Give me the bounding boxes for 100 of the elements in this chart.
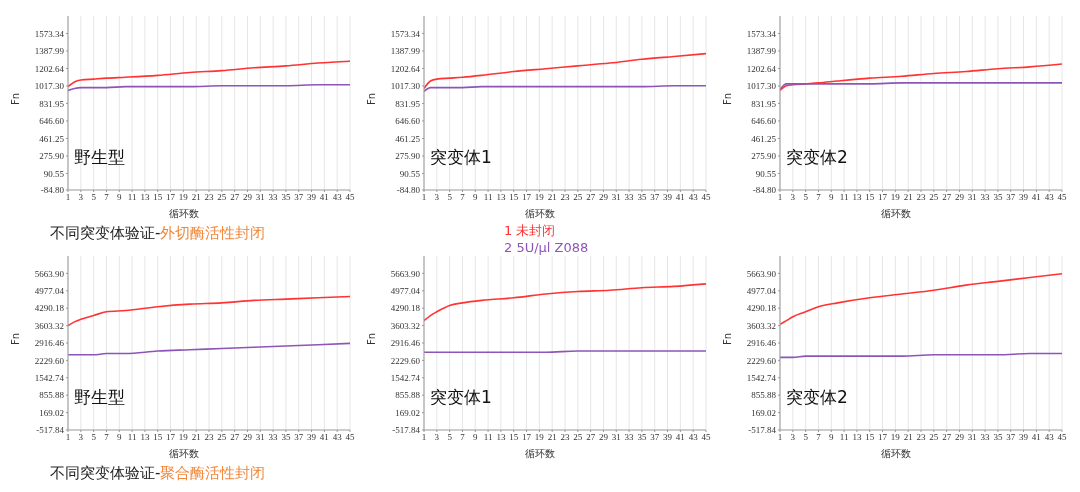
y-tick-label: 1202.64 bbox=[746, 63, 777, 74]
x-tick-label: 11 bbox=[127, 432, 137, 443]
y-tick-label: -517.84 bbox=[36, 425, 65, 436]
y-tick-label: 855.88 bbox=[395, 390, 421, 401]
y-tick-label: 1542.74 bbox=[746, 372, 777, 383]
line-series bbox=[424, 52, 706, 90]
x-tick-label: 7 bbox=[816, 192, 822, 203]
y-tick-label: 1017.30 bbox=[34, 81, 65, 92]
x-tick-label: 5 bbox=[803, 432, 809, 443]
x-tick-label: 25 bbox=[929, 432, 939, 443]
line-series bbox=[780, 63, 1062, 92]
x-tick-label: 11 bbox=[839, 432, 849, 443]
x-tick-label: 41 bbox=[319, 432, 329, 443]
x-tick-label: 1 bbox=[421, 192, 427, 203]
x-tick-label: 9 bbox=[117, 432, 123, 443]
x-tick-label: 17 bbox=[166, 432, 176, 443]
x-tick-label: 43 bbox=[332, 192, 343, 203]
y-tick-label: 90.55 bbox=[755, 168, 777, 179]
text: 突变体2 bbox=[786, 146, 848, 169]
x-tick-label: 15 bbox=[509, 432, 519, 443]
y-tick-label: 1387.99 bbox=[390, 46, 421, 57]
x-tick-label: 23 bbox=[916, 192, 926, 203]
x-tick-label: 25 bbox=[929, 192, 939, 203]
x-tick-label: 45 bbox=[701, 192, 711, 203]
x-tick-label: 39 bbox=[1019, 432, 1029, 443]
y-tick-label: -517.84 bbox=[748, 425, 777, 436]
x-tick-label: 33 bbox=[268, 432, 279, 443]
x-tick-label: 27 bbox=[230, 192, 240, 203]
x-tick-label: 31 bbox=[611, 192, 621, 203]
y-tick-label: 4977.04 bbox=[390, 285, 421, 296]
x-tick-label: 23 bbox=[560, 432, 570, 443]
text: 2 5U/μl Z088 bbox=[504, 239, 589, 256]
y-axis-title: Fn bbox=[365, 331, 378, 347]
x-tick-label: 17 bbox=[522, 192, 532, 203]
text: 突变体1 bbox=[430, 386, 492, 409]
x-tick-label: 23 bbox=[204, 432, 214, 443]
x-tick-label: 19 bbox=[178, 192, 189, 203]
x-tick-label: 39 bbox=[663, 432, 673, 443]
x-tick-label: 31 bbox=[255, 432, 265, 443]
y-tick-label: -84.80 bbox=[396, 185, 421, 196]
x-tick-label: 21 bbox=[547, 432, 557, 443]
y-tick-label: 461.25 bbox=[751, 133, 777, 144]
y-tick-label: 1542.74 bbox=[390, 372, 421, 383]
x-tick-label: 25 bbox=[573, 192, 583, 203]
x-tick-label: 13 bbox=[852, 192, 862, 203]
x-tick-label: 25 bbox=[217, 432, 227, 443]
x-tick-label: 3 bbox=[434, 432, 440, 443]
y-tick-label: 4290.18 bbox=[746, 303, 777, 314]
y-axis-title: Fn bbox=[9, 331, 22, 347]
x-tick-label: 43 bbox=[332, 432, 343, 443]
x-tick-label: 1 bbox=[65, 432, 71, 443]
x-tick-label: 5 bbox=[91, 432, 97, 443]
y-tick-label: 1202.64 bbox=[390, 63, 421, 74]
y-tick-label: 461.25 bbox=[395, 133, 421, 144]
x-tick-label: 7 bbox=[104, 432, 110, 443]
x-tick-label: 27 bbox=[586, 192, 596, 203]
line-series bbox=[68, 295, 350, 327]
x-tick-label: 9 bbox=[473, 192, 479, 203]
y-tick-label: 2229.60 bbox=[390, 355, 421, 366]
x-tick-label: 5 bbox=[447, 192, 453, 203]
x-tick-label: 17 bbox=[878, 192, 888, 203]
x-tick-label: 33 bbox=[980, 192, 991, 203]
x-tick-label: 33 bbox=[268, 192, 279, 203]
y-tick-label: 3603.32 bbox=[390, 320, 420, 331]
x-tick-label: 21 bbox=[191, 432, 201, 443]
text: 突变体2 bbox=[786, 386, 848, 409]
x-tick-label: 19 bbox=[178, 432, 189, 443]
text: 1 未封闭 bbox=[504, 222, 557, 239]
x-tick-label: 13 bbox=[496, 432, 506, 443]
x-tick-label: 35 bbox=[637, 432, 647, 443]
x-tick-label: 27 bbox=[942, 192, 952, 203]
x-tick-label: 31 bbox=[967, 192, 977, 203]
y-tick-label: 5663.90 bbox=[34, 268, 65, 279]
x-tick-label: 29 bbox=[242, 192, 253, 203]
x-tick-label: 45 bbox=[1057, 432, 1067, 443]
y-tick-label: 5663.90 bbox=[746, 268, 777, 279]
x-tick-label: 1 bbox=[421, 432, 427, 443]
x-tick-label: 43 bbox=[1044, 432, 1055, 443]
x-tick-label: 35 bbox=[281, 432, 291, 443]
y-axis-title: Fn bbox=[721, 331, 734, 347]
x-tick-label: 21 bbox=[903, 192, 913, 203]
y-tick-label: 1017.30 bbox=[746, 81, 777, 92]
x-tick-label: 7 bbox=[104, 192, 110, 203]
x-tick-label: 37 bbox=[650, 432, 660, 443]
y-tick-label: 1017.30 bbox=[390, 81, 421, 92]
x-tick-label: 3 bbox=[78, 192, 84, 203]
x-tick-label: 39 bbox=[663, 192, 673, 203]
y-tick-label: 90.55 bbox=[399, 168, 421, 179]
x-tick-label: 7 bbox=[460, 432, 466, 443]
x-axis-title: 循环数 bbox=[524, 207, 556, 221]
x-tick-label: 27 bbox=[586, 432, 596, 443]
x-tick-label: 43 bbox=[688, 192, 699, 203]
x-tick-label: 35 bbox=[993, 192, 1003, 203]
x-tick-label: 5 bbox=[91, 192, 97, 203]
x-tick-label: 41 bbox=[1031, 192, 1041, 203]
x-tick-label: 45 bbox=[701, 432, 711, 443]
y-tick-label: 169.02 bbox=[395, 407, 420, 418]
y-tick-label: -84.80 bbox=[40, 185, 65, 196]
y-tick-label: 1202.64 bbox=[34, 63, 65, 74]
x-tick-label: 9 bbox=[117, 192, 123, 203]
